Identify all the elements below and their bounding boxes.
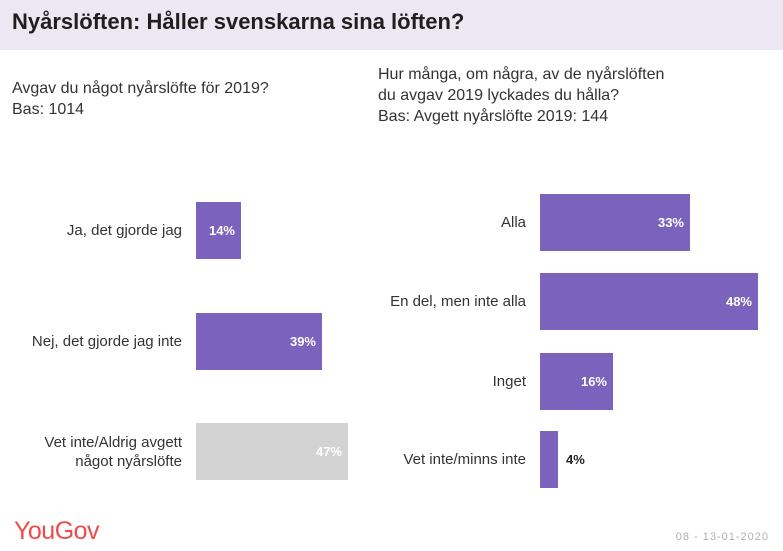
title-bar: Nyårslöften: Håller svenskarna sina löft… xyxy=(0,0,783,50)
bar xyxy=(196,202,241,259)
category-label: En del, men inte alla xyxy=(390,292,526,311)
bar-value-label: 39% xyxy=(289,333,316,349)
category-label-line: Inget xyxy=(492,373,526,390)
bar-value-label: 48% xyxy=(725,293,752,309)
category-label-line: något nyårslöfte xyxy=(75,452,182,470)
right-question-line: du avgav 2019 lyckades du hålla? xyxy=(378,87,620,104)
bar-value-label: 4% xyxy=(566,451,585,467)
right-question-line: Hur många, om några, av de nyårslöften xyxy=(378,66,665,83)
category-label-line: Ja, det gjorde jag xyxy=(66,222,182,239)
bar-value-label: 14% xyxy=(208,222,235,238)
left-question-base: Bas: 1014 xyxy=(12,101,85,118)
category-label: Vet inte/minns inte xyxy=(403,450,526,469)
category-label: Alla xyxy=(501,213,526,232)
category-label-line: En del, men inte alla xyxy=(390,293,526,310)
category-label: Nej, det gjorde jag inte xyxy=(32,332,182,351)
date-label: 08 - 13-01-2020 xyxy=(675,531,769,543)
category-label: Ja, det gjorde jag xyxy=(67,221,182,240)
category-label: Vet inte/Aldrig avgett något nyårslöfte xyxy=(44,433,182,471)
bar xyxy=(540,273,758,330)
bar xyxy=(540,431,558,488)
bar-value-label: 47% xyxy=(315,443,342,459)
bar xyxy=(540,194,690,251)
category-label-line: Vet inte/Aldrig avgett xyxy=(44,433,182,451)
bar-value-label: 33% xyxy=(657,214,684,230)
bar-value-label: 16% xyxy=(580,373,607,389)
bar xyxy=(196,423,348,480)
chart-title: Nyårslöften: Håller svenskarna sina löft… xyxy=(12,9,465,34)
category-label: Inget xyxy=(493,372,526,391)
yougov-logo: YouGov xyxy=(14,517,100,545)
left-question: Avgav du något nyårslöfte för 2019? Bas:… xyxy=(12,78,352,120)
bar xyxy=(196,313,322,370)
left-question-line: Avgav du något nyårslöfte för 2019? xyxy=(12,80,269,97)
right-question-base: Bas: Avgett nyårslöfte 2019: 144 xyxy=(378,108,609,125)
right-question: Hur många, om några, av de nyårslöften d… xyxy=(378,64,778,127)
bar xyxy=(540,353,613,410)
category-label-line: Nej, det gjorde jag inte xyxy=(31,333,182,350)
category-label-line: Vet inte/minns inte xyxy=(403,451,526,468)
category-label-line: Alla xyxy=(500,214,526,231)
